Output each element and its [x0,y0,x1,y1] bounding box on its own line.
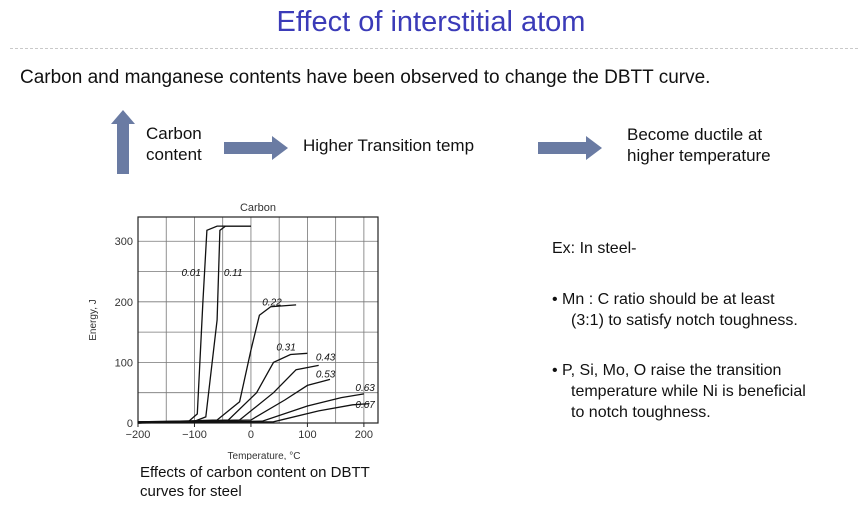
example-heading: Ex: In steel- [552,240,637,257]
chart-title: Carbon [240,202,276,214]
intro-text: Carbon and manganese contents have been … [20,67,711,88]
dbtt-chart-svg: −200 −100 0 100 200 0 100 200 300 Carbon Temperat… [88,202,379,460]
series-label-0.31: 0.31 [276,342,295,353]
bullet-transition-elements: • P, Si, Mo, O raise the transition temp… [552,360,806,423]
chart-caption-line2: curves for steel [140,483,242,500]
y-tick-label: 300 [115,236,133,248]
right-arrow-icon [224,136,288,160]
series-label-0.43: 0.43 [316,353,336,364]
x-axis-label: Temperature, °C [228,451,301,460]
x-tick-label: 200 [355,429,373,441]
series-line-0.43 [137,364,319,424]
series-label-0.63: 0.63 [355,383,375,394]
x-tick-label: −100 [182,429,207,441]
right-arrow-icon [538,136,602,160]
series-label-0.67: 0.67 [355,400,375,411]
x-tick-label: 0 [248,429,254,441]
flow-step3-line2: higher temperature [627,146,771,165]
y-tick-label: 0 [127,418,133,430]
bullet-mn-c-ratio: • Mn : C ratio should be at least (3:1) … [552,289,798,331]
y-tick-label: 100 [115,357,133,369]
bullet2-line3: to notch toughness. [571,404,711,421]
series-label-0.11: 0.11 [224,268,243,279]
bullet2-line1: • P, Si, Mo, O raise the transition [552,362,782,379]
series-label-0.22: 0.22 [262,297,282,308]
y-axis-label: Energy, J [88,299,99,341]
flow-step-transition-temp: Higher Transition temp [303,136,475,155]
bullet1-line2: (3:1) to satisfy notch toughness. [571,312,798,329]
plot-frame [137,216,379,424]
flow-step1-line1: Carbon [146,124,202,143]
series-label-0.53: 0.53 [316,370,336,381]
series-line-0.53 [137,378,331,424]
flow-step1-line2: content [146,145,202,164]
chart-caption-line1: Effects of carbon content on DBTT [140,464,370,481]
slide-title: Effect of interstitial atom [276,6,586,38]
series-label-0.01: 0.01 [181,268,200,279]
chart-caption: Effects of carbon content on DBTT curves… [140,463,440,501]
up-arrow-icon [111,110,135,174]
flow-step-ductile: Become ductile at higher temperature [627,124,771,166]
bullet1-line1: • Mn : C ratio should be at least [552,291,775,308]
bullet2-line2: temperature while Ni is beneficial [571,383,806,400]
dbtt-chart: −200 −100 0 100 200 0 100 200 300 Carbon Temperat… [80,195,400,460]
series-line-0.67 [137,402,370,424]
flow-step3-line1: Become ductile at [627,125,763,144]
x-tick-label: −200 [126,429,151,441]
x-tick-label: 100 [298,429,316,441]
flow-step-carbon-content: Carbon content [146,123,202,165]
title-divider [10,48,858,49]
y-tick-label: 200 [115,297,133,309]
